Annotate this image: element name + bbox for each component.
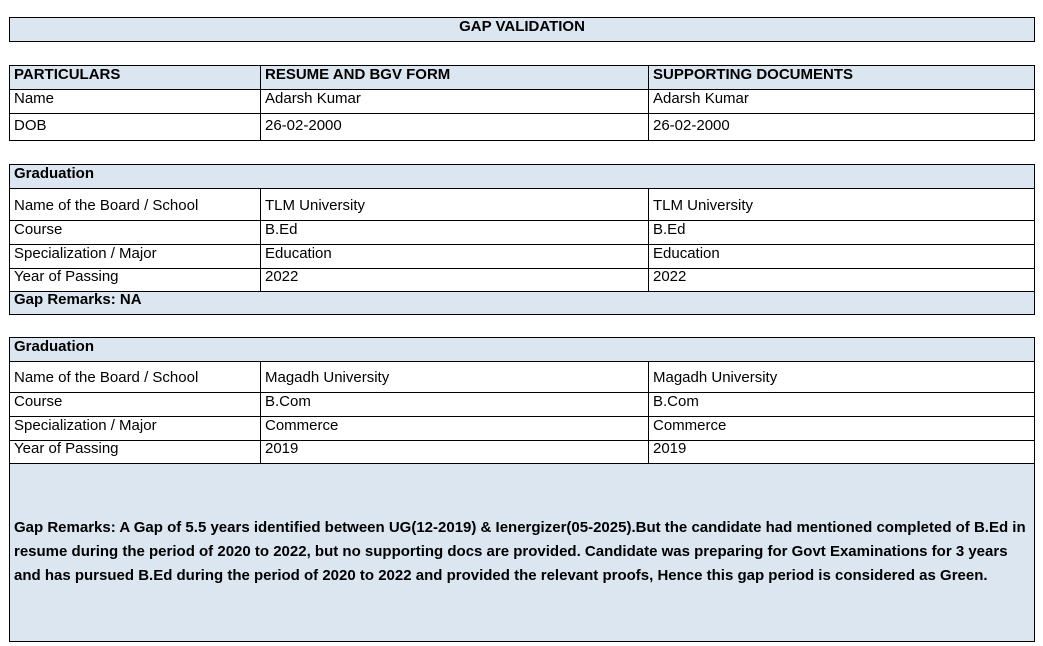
- table-cell: DOB: [9, 113, 261, 141]
- table-cell: 2019: [648, 440, 1035, 464]
- table-cell: TLM University: [260, 188, 649, 221]
- table-cell: 2019: [260, 440, 649, 464]
- table-cell: 26-02-2000: [260, 113, 649, 141]
- table-cell: 2022: [648, 268, 1035, 292]
- table-cell: Year of Passing: [9, 440, 261, 464]
- table-cell: B.Ed: [648, 220, 1035, 245]
- section-heading: Graduation: [9, 337, 1035, 362]
- table-cell: Specialization / Major: [9, 416, 261, 441]
- table-cell: Magadh University: [648, 361, 1035, 393]
- table-cell: Commerce: [260, 416, 649, 441]
- table-cell: 26-02-2000: [648, 113, 1035, 141]
- table-cell: B.Com: [648, 392, 1035, 417]
- table-cell: B.Com: [260, 392, 649, 417]
- column-header: RESUME AND BGV FORM: [260, 65, 649, 90]
- table-cell: Adarsh Kumar: [648, 89, 1035, 114]
- table-cell: B.Ed: [260, 220, 649, 245]
- column-header: SUPPORTING DOCUMENTS: [648, 65, 1035, 90]
- table-cell: Course: [9, 392, 261, 417]
- page-title: GAP VALIDATION: [9, 17, 1035, 42]
- table-cell: Education: [648, 244, 1035, 269]
- table-cell: Year of Passing: [9, 268, 261, 292]
- table-cell: Name: [9, 89, 261, 114]
- table-cell: Magadh University: [260, 361, 649, 393]
- section-heading: Graduation: [9, 164, 1035, 189]
- table-cell: Adarsh Kumar: [260, 89, 649, 114]
- column-header: PARTICULARS: [9, 65, 261, 90]
- table-cell: TLM University: [648, 188, 1035, 221]
- gap-remarks: Gap Remarks: A Gap of 5.5 years identifi…: [9, 463, 1035, 642]
- table-cell: Name of the Board / School: [9, 188, 261, 221]
- table-cell: Name of the Board / School: [9, 361, 261, 393]
- table-cell: Course: [9, 220, 261, 245]
- table-cell: Specialization / Major: [9, 244, 261, 269]
- table-cell: Education: [260, 244, 649, 269]
- table-cell: Commerce: [648, 416, 1035, 441]
- table-cell: 2022: [260, 268, 649, 292]
- gap-remarks: Gap Remarks: NA: [9, 291, 1035, 315]
